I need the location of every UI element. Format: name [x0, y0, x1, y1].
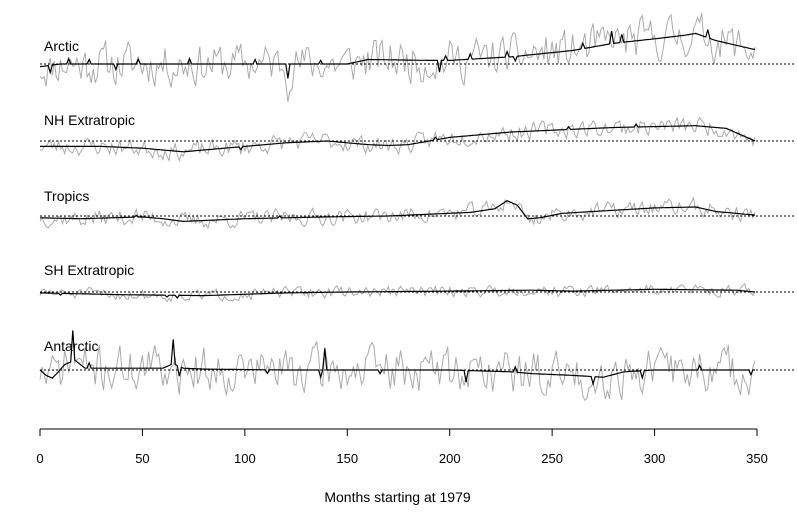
panel-label: Antarctic: [44, 338, 98, 354]
panel-label: SH Extratropic: [44, 262, 134, 278]
panels-group: Arctic NH Extratropic Tropics SH Extratropi…: [39, 12, 794, 402]
x-tick-label: 100: [234, 451, 256, 466]
raw-series-line: [39, 196, 756, 230]
x-axis: 0 50 100 150 200 250 300 350: [36, 428, 768, 466]
x-tick-label: 200: [439, 451, 461, 466]
smoothed-series-line: [39, 330, 755, 386]
smoothed-series-line: [40, 200, 756, 223]
raw-series-line: [39, 116, 756, 163]
smoothed-series-line: [40, 288, 756, 299]
panel-arctic: Arctic: [39, 12, 794, 102]
x-axis-title: Months starting at 1979: [324, 489, 471, 505]
raw-series-line: [39, 12, 756, 102]
panel-label: Arctic: [44, 38, 79, 54]
panel-nh-extratropic: NH Extratropic: [39, 112, 794, 163]
panel-tropics: Tropics: [39, 188, 794, 230]
x-tick-label: 300: [644, 451, 666, 466]
smoothed-series-line: [39, 29, 756, 79]
x-tick-label: 150: [336, 451, 358, 466]
panel-label: NH Extratropic: [44, 112, 135, 128]
raw-series-line: [39, 283, 756, 303]
x-tick-label: 0: [36, 451, 43, 466]
panel-sh-extratropic: SH Extratropic: [39, 262, 794, 303]
x-tick-label: 250: [541, 451, 563, 466]
x-tick-label: 350: [746, 451, 768, 466]
smoothed-series-line: [40, 123, 756, 153]
x-tick-label: 50: [135, 451, 149, 466]
raw-series-line: [39, 332, 756, 402]
panel-antarctic: Antarctic: [39, 330, 794, 402]
panel-label: Tropics: [44, 188, 89, 204]
